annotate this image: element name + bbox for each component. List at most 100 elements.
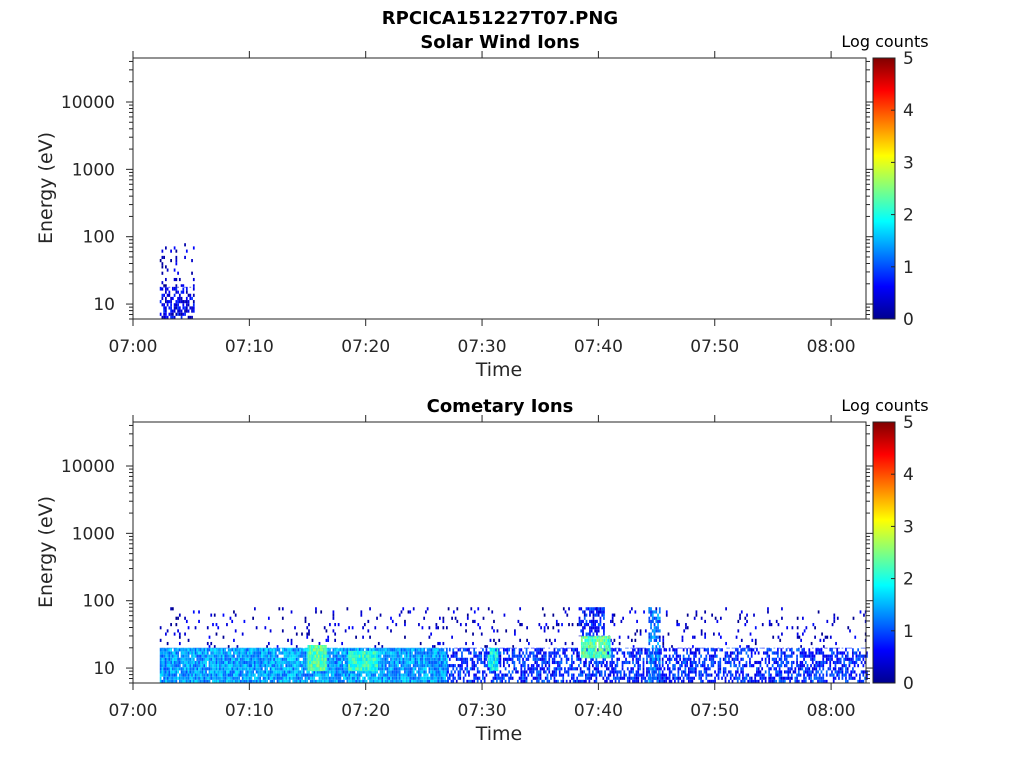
data-cell: [859, 657, 861, 661]
data-cell: [593, 654, 595, 658]
data-cell: [233, 657, 235, 661]
colorbar-tick-label: 0: [903, 674, 914, 694]
data-cell: [459, 648, 462, 652]
data-cell: [433, 648, 436, 652]
data-cell: [177, 290, 179, 294]
data-cell: [334, 647, 337, 649]
data-cell: [773, 657, 776, 661]
data-cell: [820, 647, 823, 649]
data-cell: [497, 657, 500, 661]
data-cell: [564, 610, 567, 614]
data-cell: [661, 670, 664, 674]
data-cell: [445, 657, 448, 661]
data-cell: [346, 660, 349, 665]
data-cell: [428, 676, 431, 680]
data-cell: [356, 657, 359, 661]
data-cell: [588, 664, 591, 668]
data-cell: [166, 676, 169, 680]
data-cell: [651, 673, 654, 677]
data-cell: [740, 610, 743, 614]
data-cell: [260, 657, 263, 661]
data-cell: [175, 660, 178, 665]
data-cell: [168, 300, 171, 304]
data-cell: [598, 635, 601, 639]
data-cell: [515, 654, 517, 658]
data-cell: [165, 312, 167, 316]
data-cell: [411, 679, 413, 683]
data-cell: [831, 651, 833, 655]
data-cell: [337, 676, 340, 680]
data-cell: [339, 648, 342, 652]
data-cell: [831, 657, 833, 661]
data-cell: [159, 259, 162, 263]
data-cell: [753, 613, 755, 617]
data-cell: [724, 657, 727, 661]
data-cell: [430, 660, 433, 665]
data-cell: [590, 623, 593, 627]
data-cell: [640, 647, 643, 649]
data-cell: [511, 648, 514, 652]
data-cell: [459, 667, 462, 671]
data-cell: [827, 657, 830, 661]
data-cell: [829, 654, 832, 658]
data-cell: [266, 664, 268, 668]
data-cell: [672, 676, 675, 680]
data-cell: [589, 654, 592, 658]
data-cell: [553, 676, 556, 680]
data-cell: [274, 670, 277, 674]
data-cell: [580, 651, 583, 655]
data-cell: [562, 679, 565, 683]
data-cell: [588, 679, 591, 683]
data-cell: [412, 607, 415, 611]
data-cell: [625, 660, 627, 665]
data-cell: [540, 626, 542, 630]
data-cell: [283, 670, 286, 674]
x-tick-label: 07:50: [690, 701, 739, 721]
data-cell: [365, 673, 368, 677]
data-cell: [609, 673, 612, 677]
data-cell: [370, 664, 373, 668]
data-cell: [475, 676, 477, 680]
data-cell: [360, 650, 363, 652]
data-cell: [572, 667, 575, 671]
data-cell: [496, 667, 499, 671]
data-cell: [229, 667, 232, 671]
data-cell: [648, 651, 651, 655]
data-cell: [525, 679, 528, 683]
data-cell: [466, 648, 469, 652]
data-cell: [404, 651, 406, 655]
data-cell: [163, 657, 165, 661]
data-cell: [234, 670, 237, 674]
data-cell: [355, 679, 357, 683]
data-cell: [704, 635, 707, 639]
data-cell: [405, 679, 408, 683]
data-cell: [397, 648, 399, 652]
data-cell: [437, 651, 439, 655]
data-cell: [802, 616, 804, 620]
data-cell: [217, 679, 220, 683]
data-cell: [580, 641, 583, 646]
data-cell: [404, 676, 406, 680]
data-cell: [198, 664, 200, 668]
data-cell: [280, 673, 282, 677]
data-cell: [601, 626, 604, 630]
data-cell: [576, 676, 579, 680]
data-cell: [402, 664, 405, 668]
data-cell: [667, 667, 669, 671]
data-cell: [278, 670, 281, 674]
data-cell: [220, 654, 223, 658]
data-cell: [304, 676, 307, 680]
data-cell: [314, 670, 317, 672]
data-cell: [217, 673, 220, 677]
data-cell: [733, 657, 736, 661]
data-cell: [362, 670, 364, 672]
data-cell: [783, 664, 786, 668]
data-cell: [593, 648, 595, 652]
data-cell: [295, 651, 298, 655]
data-cell: [224, 657, 227, 661]
data-cell: [411, 654, 413, 658]
data-cell: [653, 667, 656, 671]
data-cell: [439, 641, 441, 646]
data-cell: [409, 648, 412, 652]
data-cell: [536, 648, 538, 652]
